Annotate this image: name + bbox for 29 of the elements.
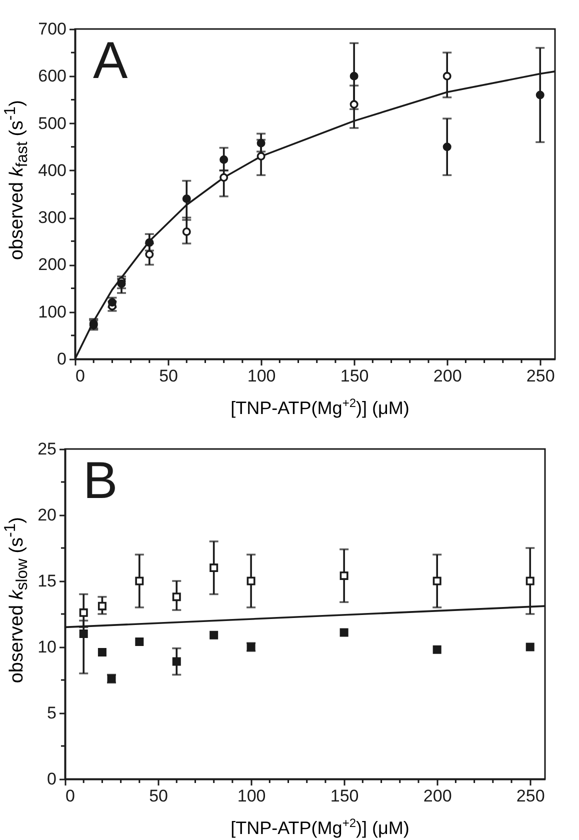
- annotation: B: [83, 452, 118, 510]
- x-axis-title: [TNP-ATP(Mg$^{+2}$)] (μM): [230, 815, 410, 839]
- x-tick-label: 250: [526, 366, 555, 386]
- y-tick-label: 5: [47, 704, 56, 722]
- y-tick-label: 200: [38, 255, 66, 274]
- y-tick-label: 400: [38, 160, 66, 180]
- x-tick-label: 150: [330, 786, 359, 806]
- y-tick-label: 500: [38, 114, 66, 133]
- y-tick-label: 10: [38, 638, 56, 656]
- x-tick-label: 100: [247, 366, 276, 386]
- x-tick-label: 100: [237, 786, 266, 806]
- y-tick-label: 300: [38, 208, 66, 228]
- x-tick-label: 0: [76, 366, 85, 386]
- y-tick-label: 0: [47, 770, 56, 788]
- annotation: A: [93, 32, 128, 90]
- x-tick-label: 250: [516, 786, 545, 806]
- x-tick-label: 200: [433, 366, 462, 386]
- y-tick-label: 20: [38, 506, 56, 524]
- x-tick-label: 150: [340, 366, 369, 386]
- y-tick-label: 25: [38, 440, 56, 458]
- y-tick-label: 100: [38, 302, 66, 322]
- y-tick-label: 15: [38, 572, 56, 590]
- y-tick-label: 700: [38, 20, 66, 38]
- x-axis-title: [TNP-ATP(Mg$^{+2}$)] (μM): [230, 395, 410, 419]
- x-tick-label: 200: [423, 786, 452, 806]
- x-tick-label: 50: [149, 786, 168, 806]
- x-tick-label: 50: [159, 366, 178, 386]
- y-tick-label: 600: [38, 66, 66, 86]
- y-tick-label: 0: [57, 350, 66, 368]
